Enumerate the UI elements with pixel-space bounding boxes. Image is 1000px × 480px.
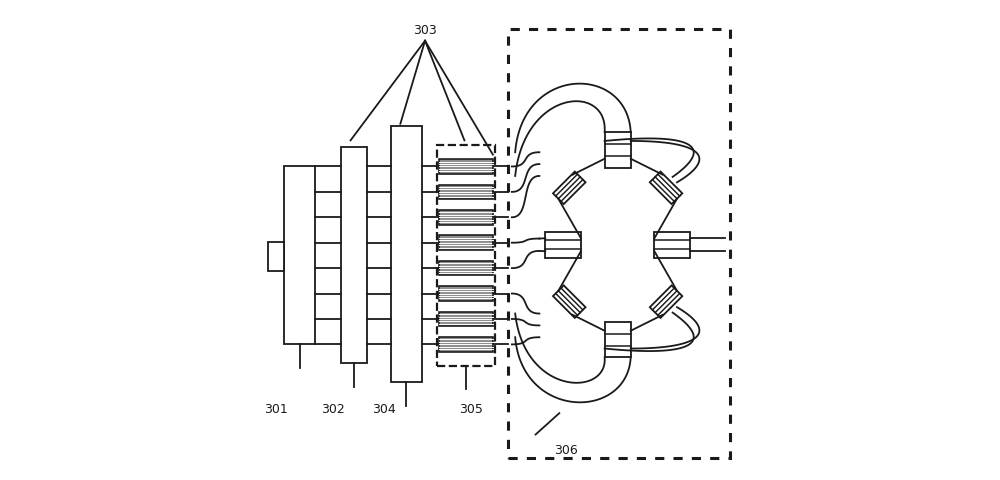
Bar — [439, 261, 493, 276]
Bar — [605, 322, 631, 358]
Bar — [439, 184, 493, 199]
Bar — [439, 337, 493, 352]
Text: 305: 305 — [459, 403, 483, 416]
Bar — [391, 126, 422, 383]
Bar — [284, 167, 315, 344]
Bar — [439, 210, 493, 225]
Bar — [508, 29, 730, 458]
Bar — [437, 145, 495, 366]
Text: 303: 303 — [413, 24, 437, 36]
Text: 302: 302 — [321, 403, 345, 416]
Bar — [654, 232, 690, 258]
Bar — [341, 147, 367, 363]
Bar — [439, 235, 493, 250]
Bar — [545, 232, 581, 258]
Text: 306: 306 — [555, 444, 578, 456]
Text: 304: 304 — [372, 403, 396, 416]
Bar — [605, 132, 631, 168]
Bar — [439, 286, 493, 301]
Bar — [439, 159, 493, 174]
Bar — [268, 242, 284, 271]
Text: 301: 301 — [264, 403, 288, 416]
Bar — [439, 312, 493, 326]
